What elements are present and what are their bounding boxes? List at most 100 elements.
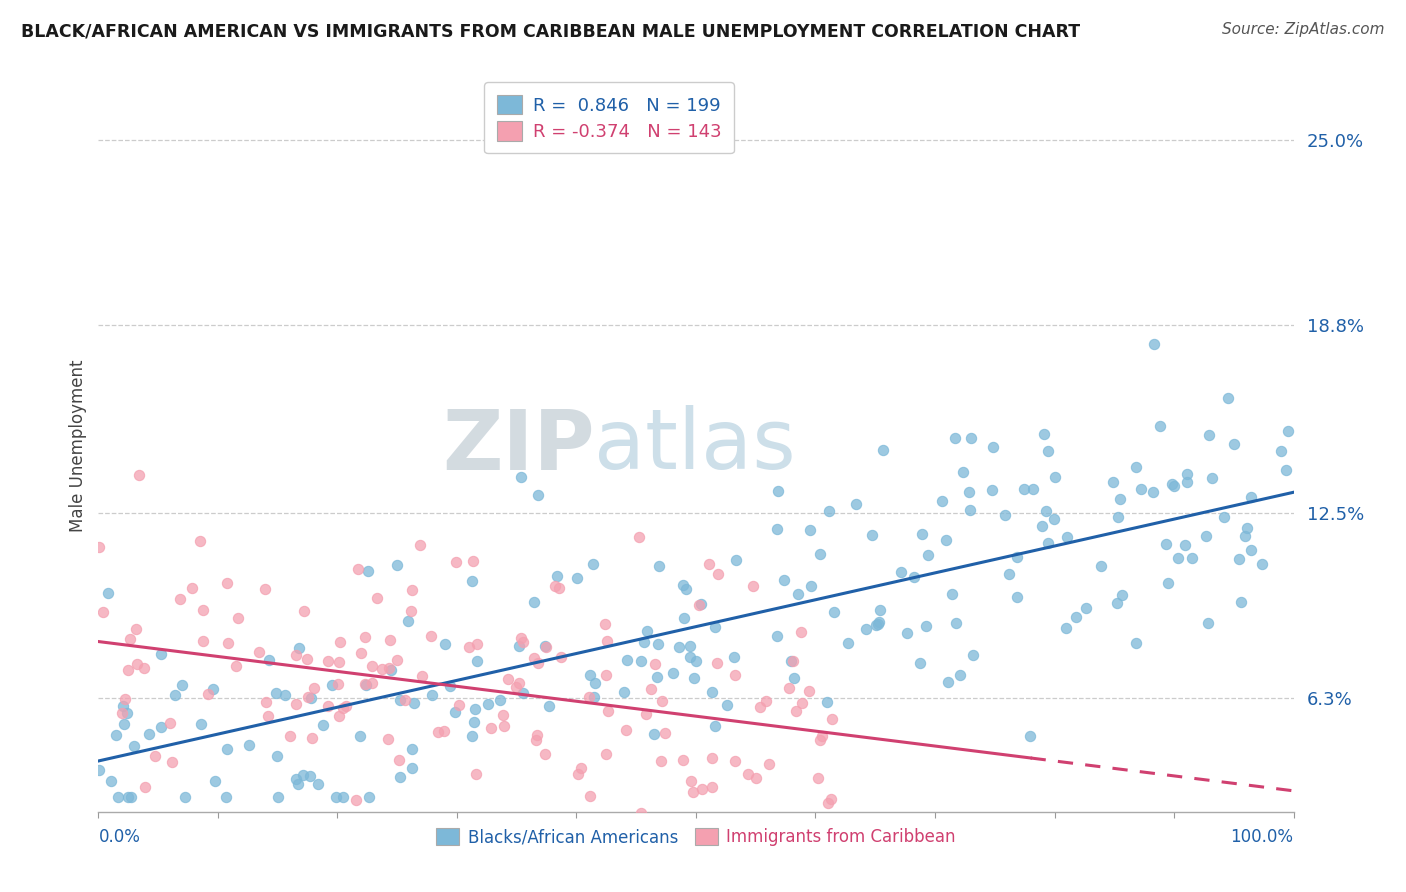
Point xyxy=(672,578,695,592)
Point xyxy=(654,834,676,848)
Point xyxy=(1005,590,1028,604)
Point xyxy=(257,709,280,723)
Point xyxy=(329,635,352,649)
Point xyxy=(868,615,890,629)
Point xyxy=(644,657,666,671)
Point xyxy=(1074,601,1097,615)
Point xyxy=(998,567,1021,582)
Point xyxy=(808,547,831,561)
Point xyxy=(1240,542,1263,557)
Point xyxy=(112,717,135,731)
Point xyxy=(433,724,456,739)
Point xyxy=(401,742,423,756)
Point xyxy=(508,675,530,690)
Point xyxy=(294,604,316,618)
Point xyxy=(401,582,423,597)
Text: 100.0%: 100.0% xyxy=(1230,828,1294,847)
Point xyxy=(648,559,671,574)
Point xyxy=(512,686,534,700)
Point xyxy=(1160,477,1182,491)
Point xyxy=(1043,470,1066,484)
Point xyxy=(616,653,638,667)
Point xyxy=(1043,512,1066,526)
Point xyxy=(1222,437,1244,451)
Point xyxy=(1108,491,1130,506)
Point xyxy=(204,773,226,788)
Point xyxy=(524,732,547,747)
Point xyxy=(169,591,191,606)
Point xyxy=(1163,478,1185,492)
Point xyxy=(544,579,567,593)
Point xyxy=(1229,552,1251,566)
Point xyxy=(385,558,408,572)
Point xyxy=(489,693,512,707)
Point xyxy=(1125,460,1147,475)
Point xyxy=(567,767,589,781)
Point xyxy=(700,780,723,794)
Point xyxy=(668,640,690,655)
Point xyxy=(266,686,288,700)
Point xyxy=(316,654,339,668)
Point xyxy=(498,672,520,686)
Point xyxy=(613,685,636,699)
Point xyxy=(117,663,139,677)
Point xyxy=(505,680,527,694)
Point xyxy=(349,646,371,660)
Point xyxy=(820,792,842,806)
Point xyxy=(643,727,665,741)
Point xyxy=(217,575,239,590)
Point xyxy=(278,730,301,744)
Point xyxy=(593,616,616,631)
Point xyxy=(845,497,868,511)
Point xyxy=(138,727,160,741)
Point xyxy=(149,720,172,734)
Point xyxy=(571,762,593,776)
Point xyxy=(1154,537,1177,551)
Point xyxy=(328,708,350,723)
Point xyxy=(860,528,883,542)
Point xyxy=(800,579,823,593)
Point xyxy=(915,619,938,633)
Point xyxy=(226,611,249,625)
Point xyxy=(745,771,768,785)
Point xyxy=(461,554,484,568)
Point xyxy=(247,645,270,659)
Point xyxy=(837,636,859,650)
Point xyxy=(1032,426,1054,441)
Point xyxy=(267,789,290,804)
Point xyxy=(1201,471,1223,485)
Point xyxy=(191,602,214,616)
Point xyxy=(952,465,974,479)
Point xyxy=(896,626,918,640)
Point xyxy=(170,678,193,692)
Point xyxy=(284,772,307,787)
Point xyxy=(494,719,516,733)
Point xyxy=(567,571,589,585)
Point xyxy=(193,634,215,648)
Point xyxy=(735,834,758,848)
Point xyxy=(173,789,195,804)
Point xyxy=(284,648,307,662)
Point xyxy=(111,706,134,720)
Point xyxy=(596,633,619,648)
Point xyxy=(389,770,412,784)
Point xyxy=(534,747,557,762)
Point xyxy=(675,582,697,597)
Point xyxy=(630,805,652,820)
Point xyxy=(799,523,821,537)
Point xyxy=(579,667,602,681)
Point xyxy=(685,654,707,668)
Point xyxy=(401,761,423,775)
Point xyxy=(865,617,887,632)
Point xyxy=(1036,444,1059,458)
Point xyxy=(546,569,568,583)
Point xyxy=(419,629,441,643)
Point xyxy=(143,748,166,763)
Point xyxy=(636,624,658,638)
Point xyxy=(755,694,778,708)
Point xyxy=(91,606,114,620)
Point xyxy=(464,767,486,781)
Point xyxy=(354,630,377,644)
Point xyxy=(943,431,966,445)
Point xyxy=(855,623,877,637)
